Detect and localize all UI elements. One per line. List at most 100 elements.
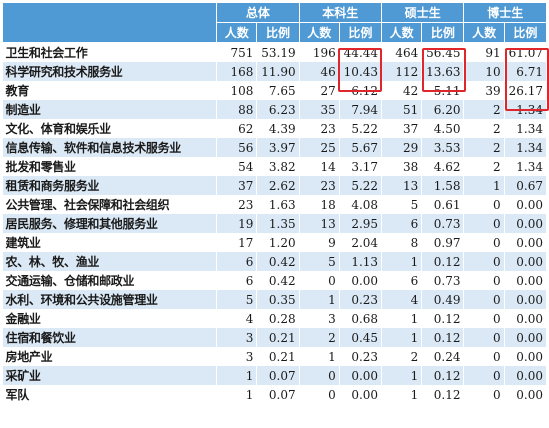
total-count: 6 [216, 252, 258, 271]
total-ratio: 53.19 [256, 42, 300, 62]
master-count: 42 [381, 81, 423, 100]
doctor-ratio: 0.00 [504, 214, 548, 233]
master-count: 6 [381, 271, 423, 290]
bachelor-count: 9 [299, 233, 340, 252]
header-sub-count: 人数 [463, 22, 505, 43]
total-count: 5 [216, 290, 258, 309]
total-count: 1 [216, 366, 258, 385]
table-row: 租赁和商务服务业 37 2.62 23 5.22 13 1.58 1 0.67 [2, 176, 548, 195]
table-row: 教育 108 7.65 27 6.12 42 5.11 39 26.17 [2, 81, 548, 100]
header-sub-ratio: 比例 [503, 22, 548, 43]
industry-name: 住宿和餐饮业 [2, 328, 218, 347]
header-group-total: 总体 [216, 2, 300, 23]
total-count: 6 [216, 271, 258, 290]
master-ratio: 0.24 [421, 347, 465, 366]
master-count: 6 [381, 214, 423, 233]
master-ratio: 0.12 [421, 328, 465, 347]
industry-name: 军队 [2, 385, 218, 404]
master-count: 1 [381, 366, 423, 385]
total-count: 19 [216, 214, 258, 233]
doctor-ratio: 6.71 [504, 62, 548, 81]
table-row: 制造业 88 6.23 35 7.94 51 6.20 2 1.34 [2, 100, 548, 119]
doctor-count: 10 [463, 62, 505, 81]
total-ratio: 1.63 [256, 195, 300, 214]
master-ratio: 5.11 [421, 81, 465, 100]
total-ratio: 4.39 [256, 119, 300, 138]
total-ratio: 3.97 [256, 138, 300, 157]
table-row: 军队 1 0.07 0 0.00 1 0.12 0 0.00 [2, 385, 548, 404]
total-ratio: 0.42 [256, 252, 300, 271]
header-group-doctor: 博士生 [463, 2, 547, 23]
bachelor-count: 0 [299, 271, 340, 290]
table-container: 总体 本科生 硕士生 博士生 人数 比例 人数 比例 人数 比例 人数 比例 卫… [1, 2, 549, 404]
bachelor-ratio: 7.94 [339, 100, 383, 119]
total-ratio: 0.21 [256, 328, 300, 347]
bachelor-ratio: 1.13 [339, 252, 383, 271]
industry-name: 批发和零售业 [2, 157, 218, 176]
header-industry-cell [1, 2, 218, 43]
header-sub-count: 人数 [298, 22, 340, 43]
bachelor-count: 3 [299, 309, 340, 328]
bachelor-count: 2 [299, 328, 340, 347]
bachelor-ratio: 3.17 [339, 157, 383, 176]
doctor-count: 1 [463, 176, 505, 195]
bachelor-count: 1 [299, 347, 340, 366]
master-count: 1 [381, 309, 423, 328]
total-ratio: 1.20 [256, 233, 300, 252]
bachelor-ratio: 44.44 [339, 42, 383, 62]
total-ratio: 6.23 [256, 100, 300, 119]
table-row: 房地产业 3 0.21 1 0.23 2 0.24 0 0.00 [2, 347, 548, 366]
bachelor-ratio: 6.12 [339, 81, 383, 100]
total-count: 62 [216, 119, 258, 138]
doctor-count: 0 [463, 214, 505, 233]
master-ratio: 0.49 [421, 290, 465, 309]
table-row: 卫生和社会工作 751 53.19 196 44.44 464 56.45 91 61.07 [2, 42, 548, 62]
bachelor-ratio: 0.00 [339, 271, 383, 290]
industry-name: 采矿业 [2, 366, 218, 385]
doctor-count: 0 [463, 195, 505, 214]
bachelor-count: 14 [299, 157, 340, 176]
bachelor-ratio: 5.22 [339, 176, 383, 195]
total-count: 3 [216, 328, 258, 347]
header-sub-ratio: 比例 [338, 22, 383, 43]
doctor-count: 0 [463, 290, 505, 309]
doctor-ratio: 0.00 [504, 328, 548, 347]
bachelor-ratio: 0.00 [339, 366, 383, 385]
industry-name: 科学研究和技术服务业 [2, 62, 218, 81]
master-ratio: 4.50 [421, 119, 465, 138]
bachelor-count: 13 [299, 214, 340, 233]
master-ratio: 0.73 [421, 214, 465, 233]
doctor-count: 0 [463, 366, 505, 385]
master-ratio: 1.58 [421, 176, 465, 195]
master-count: 1 [381, 252, 423, 271]
total-count: 54 [216, 157, 258, 176]
header-sub-ratio: 比例 [256, 22, 300, 43]
master-ratio: 0.73 [421, 271, 465, 290]
bachelor-count: 27 [299, 81, 340, 100]
doctor-ratio: 1.34 [504, 119, 548, 138]
bachelor-count: 0 [299, 385, 340, 404]
master-count: 37 [381, 119, 423, 138]
doctor-ratio: 0.00 [504, 233, 548, 252]
doctor-ratio: 1.34 [504, 157, 548, 176]
header-group-bachelor: 本科生 [298, 2, 383, 23]
master-ratio: 13.63 [421, 62, 465, 81]
table-row: 文化、体育和娱乐业 62 4.39 23 5.22 37 4.50 2 1.34 [2, 119, 548, 138]
doctor-ratio: 0.00 [504, 385, 548, 404]
header-sub-ratio: 比例 [421, 22, 465, 43]
total-count: 168 [216, 62, 258, 81]
master-ratio: 4.62 [421, 157, 465, 176]
table-row: 住宿和餐饮业 3 0.21 2 0.45 1 0.12 0 0.00 [2, 328, 548, 347]
bachelor-count: 46 [299, 62, 340, 81]
bachelor-ratio: 4.08 [339, 195, 383, 214]
total-ratio: 2.62 [256, 176, 300, 195]
doctor-count: 2 [463, 100, 505, 119]
industry-name: 信息传输、软件和信息技术服务业 [2, 138, 218, 157]
header-row-groups: 总体 本科生 硕士生 博士生 [1, 2, 547, 43]
total-count: 17 [216, 233, 258, 252]
table-row: 金融业 4 0.28 3 0.68 1 0.12 0 0.00 [2, 309, 548, 328]
total-ratio: 7.65 [256, 81, 300, 100]
table-row: 公共管理、社会保障和社会组织 23 1.63 18 4.08 5 0.61 0 0.00 [2, 195, 548, 214]
master-count: 4 [381, 290, 423, 309]
total-count: 88 [216, 100, 258, 119]
